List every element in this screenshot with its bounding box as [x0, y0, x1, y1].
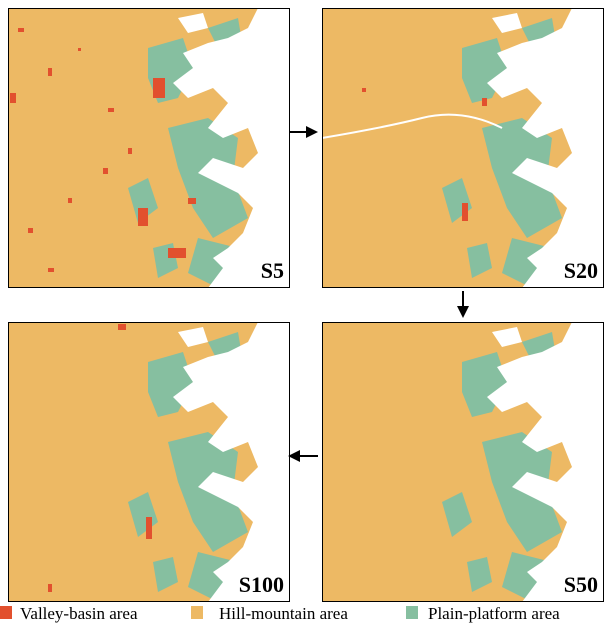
map-panel: S5 — [8, 8, 290, 288]
panel-label: S20 — [564, 258, 598, 283]
legend-label: Plain-platform area — [428, 604, 560, 623]
map-panel: S20 — [322, 8, 604, 288]
legend-label: Valley-basin area — [20, 604, 138, 623]
panel-label: S100 — [239, 572, 284, 597]
legend: Valley-basin area Hill-mountain area Pla… — [0, 604, 560, 623]
panel-label: S50 — [564, 572, 598, 597]
figure: S5 S20 S100 S50 Valley-basin area Hill-m… — [0, 0, 612, 624]
map-figure: S5 S20 S100 S50 Valley-basin area Hill-m… — [0, 0, 612, 624]
panel-label: S5 — [261, 258, 284, 283]
legend-swatch — [191, 606, 203, 619]
legend-swatch — [0, 606, 12, 619]
legend-swatch — [406, 606, 418, 619]
map-panel: S100 — [8, 322, 290, 602]
legend-label: Hill-mountain area — [219, 604, 348, 623]
map-panel: S50 — [322, 322, 604, 602]
